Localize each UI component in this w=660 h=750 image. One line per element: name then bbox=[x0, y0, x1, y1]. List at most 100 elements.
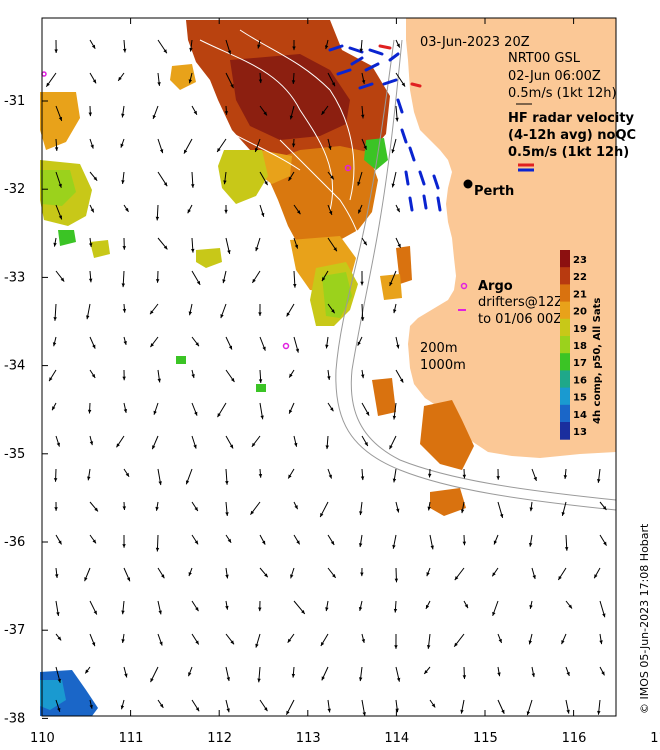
current-arrow bbox=[89, 699, 93, 709]
colorbar-tick-label: 17 bbox=[573, 358, 587, 369]
colorbar-segment bbox=[560, 353, 570, 371]
current-arrow bbox=[289, 105, 295, 120]
current-arrow bbox=[327, 699, 331, 713]
y-tick-label: -36 bbox=[4, 535, 25, 550]
current-arrow bbox=[89, 237, 93, 247]
x-tick-label: 114 bbox=[384, 731, 409, 746]
current-arrow bbox=[54, 501, 58, 511]
current-arrow bbox=[293, 336, 300, 353]
current-arrow bbox=[290, 567, 295, 579]
argo-markers bbox=[41, 71, 468, 350]
current-arrow bbox=[360, 468, 365, 481]
current-arrow bbox=[426, 633, 431, 649]
current-arrow bbox=[357, 171, 363, 186]
current-arrow bbox=[291, 666, 296, 678]
current-arrow bbox=[497, 633, 503, 644]
current-arrow bbox=[358, 600, 363, 612]
current-arrow bbox=[327, 468, 332, 479]
current-arrow bbox=[157, 468, 162, 486]
current-arrow bbox=[55, 171, 62, 188]
current-arrow bbox=[250, 501, 261, 515]
current-arrow bbox=[223, 171, 227, 185]
current-arrow bbox=[462, 468, 467, 479]
current-arrow bbox=[157, 369, 161, 383]
colorbar-segment bbox=[560, 250, 570, 268]
current-arrow bbox=[55, 600, 60, 616]
colorbar-segment bbox=[560, 422, 570, 440]
current-arrow bbox=[149, 303, 159, 315]
current-arrow bbox=[55, 534, 62, 545]
current-arrow bbox=[453, 633, 465, 648]
current-arrow bbox=[497, 666, 501, 677]
current-arrow bbox=[225, 468, 229, 485]
current-arrow bbox=[293, 435, 298, 447]
current-arrow bbox=[423, 666, 431, 675]
current-arrow bbox=[188, 303, 193, 316]
x-tick-label: 115 bbox=[473, 731, 498, 746]
current-arrow bbox=[89, 435, 94, 446]
current-arrow bbox=[361, 435, 369, 447]
current-arrow bbox=[55, 204, 63, 220]
x-tick-label: 113 bbox=[296, 731, 321, 746]
current-arrow bbox=[53, 468, 58, 482]
current-arrow bbox=[255, 237, 261, 252]
current-arrow bbox=[89, 171, 98, 181]
current-arrow bbox=[327, 171, 335, 180]
current-arrow bbox=[462, 534, 467, 546]
current-arrow bbox=[191, 105, 198, 115]
current-arrow bbox=[123, 204, 129, 213]
current-arrow bbox=[321, 270, 329, 282]
current-arrow bbox=[155, 204, 160, 221]
colorbar-segment bbox=[560, 267, 570, 285]
current-arrow bbox=[493, 534, 499, 545]
current-arrow bbox=[392, 402, 397, 420]
current-arrow bbox=[185, 468, 193, 485]
current-arrow bbox=[157, 39, 168, 54]
current-arrow bbox=[327, 369, 331, 380]
current-arrow bbox=[324, 39, 329, 50]
current-arrow bbox=[327, 402, 334, 412]
current-arrow bbox=[288, 402, 295, 414]
current-arrow bbox=[55, 270, 65, 282]
current-arrow bbox=[393, 303, 397, 314]
current-arrow bbox=[361, 105, 365, 119]
current-arrow bbox=[425, 600, 431, 610]
y-tick-label: -32 bbox=[4, 182, 25, 197]
x-tick-label: 111 bbox=[119, 731, 144, 746]
current-arrow bbox=[55, 699, 61, 712]
current-arrow bbox=[361, 699, 366, 717]
colorbar-segment bbox=[560, 318, 570, 337]
current-arrow bbox=[393, 600, 398, 613]
current-arrow bbox=[188, 666, 193, 677]
current-arrow bbox=[117, 72, 125, 82]
current-arrow bbox=[528, 633, 533, 645]
current-arrow bbox=[89, 534, 97, 544]
current-arrow bbox=[151, 435, 159, 450]
colorbar: 23 22 21 20 19 18 17 16 15 14 13 bbox=[560, 250, 587, 440]
map-date: 03-Jun-2023 20Z bbox=[420, 35, 530, 50]
model-time: 02-Jun 06:00Z bbox=[508, 69, 601, 84]
current-arrow bbox=[84, 666, 91, 674]
current-arrow bbox=[217, 402, 227, 418]
model-scale: 0.5m/s (1kt 12h) bbox=[508, 86, 617, 101]
radar-title: HF radar velocity bbox=[508, 111, 635, 126]
current-arrow bbox=[54, 567, 59, 579]
current-arrow bbox=[258, 600, 262, 612]
current-arrow bbox=[224, 105, 229, 115]
current-arrow bbox=[187, 204, 193, 214]
current-vector-field bbox=[45, 39, 607, 717]
current-arrow bbox=[225, 633, 235, 645]
current-arrow bbox=[293, 270, 297, 288]
current-arrow bbox=[565, 666, 570, 677]
current-arrow bbox=[395, 237, 402, 248]
current-arrow bbox=[359, 501, 363, 516]
current-arrow bbox=[87, 402, 92, 414]
current-arrow bbox=[563, 468, 568, 479]
current-arrow bbox=[286, 303, 295, 317]
argo-drifters-time: to 01/06 00Z bbox=[478, 312, 562, 327]
current-arrow bbox=[321, 105, 329, 116]
current-arrow bbox=[565, 699, 570, 714]
current-arrow bbox=[55, 105, 63, 122]
current-arrow bbox=[258, 303, 262, 316]
